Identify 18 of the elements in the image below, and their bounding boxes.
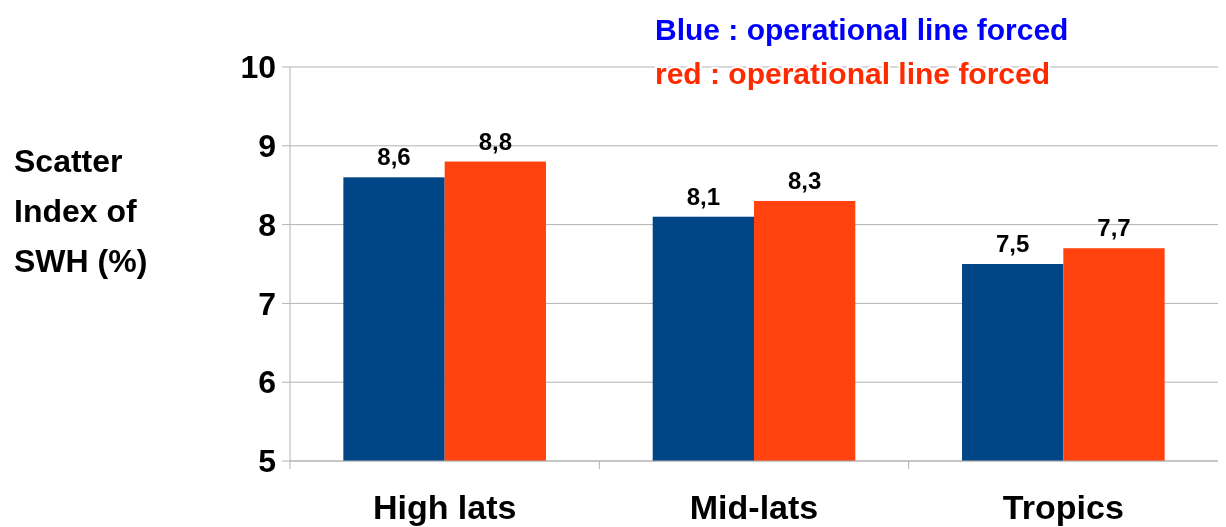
y-tick-label: 5 <box>258 443 276 480</box>
data-label: 8,1 <box>686 182 721 210</box>
y-tick-label: 7 <box>258 285 276 322</box>
y-tick-label: 10 <box>240 49 276 86</box>
x-tick-label: High lats <box>372 488 517 526</box>
data-label: 8,6 <box>377 143 411 171</box>
x-tick-label: Mid-lats <box>689 488 819 526</box>
y-axis-title: Scatter Index of SWH (%) <box>14 143 148 279</box>
data-label: 7,7 <box>1097 214 1131 242</box>
data-label: 7,5 <box>995 230 1030 257</box>
data-label: 8,3 <box>787 166 822 194</box>
text: Blue : operational line forced <box>655 13 1069 46</box>
y-tick-label: 9 <box>258 128 276 164</box>
data-label: 8,8 <box>478 127 513 155</box>
x-tick-label: Tropics <box>1002 488 1124 526</box>
annotation: red : operational line forced <box>655 57 1051 90</box>
y-tick-label: 8 <box>258 206 276 243</box>
y-tick-label: 6 <box>258 364 276 401</box>
